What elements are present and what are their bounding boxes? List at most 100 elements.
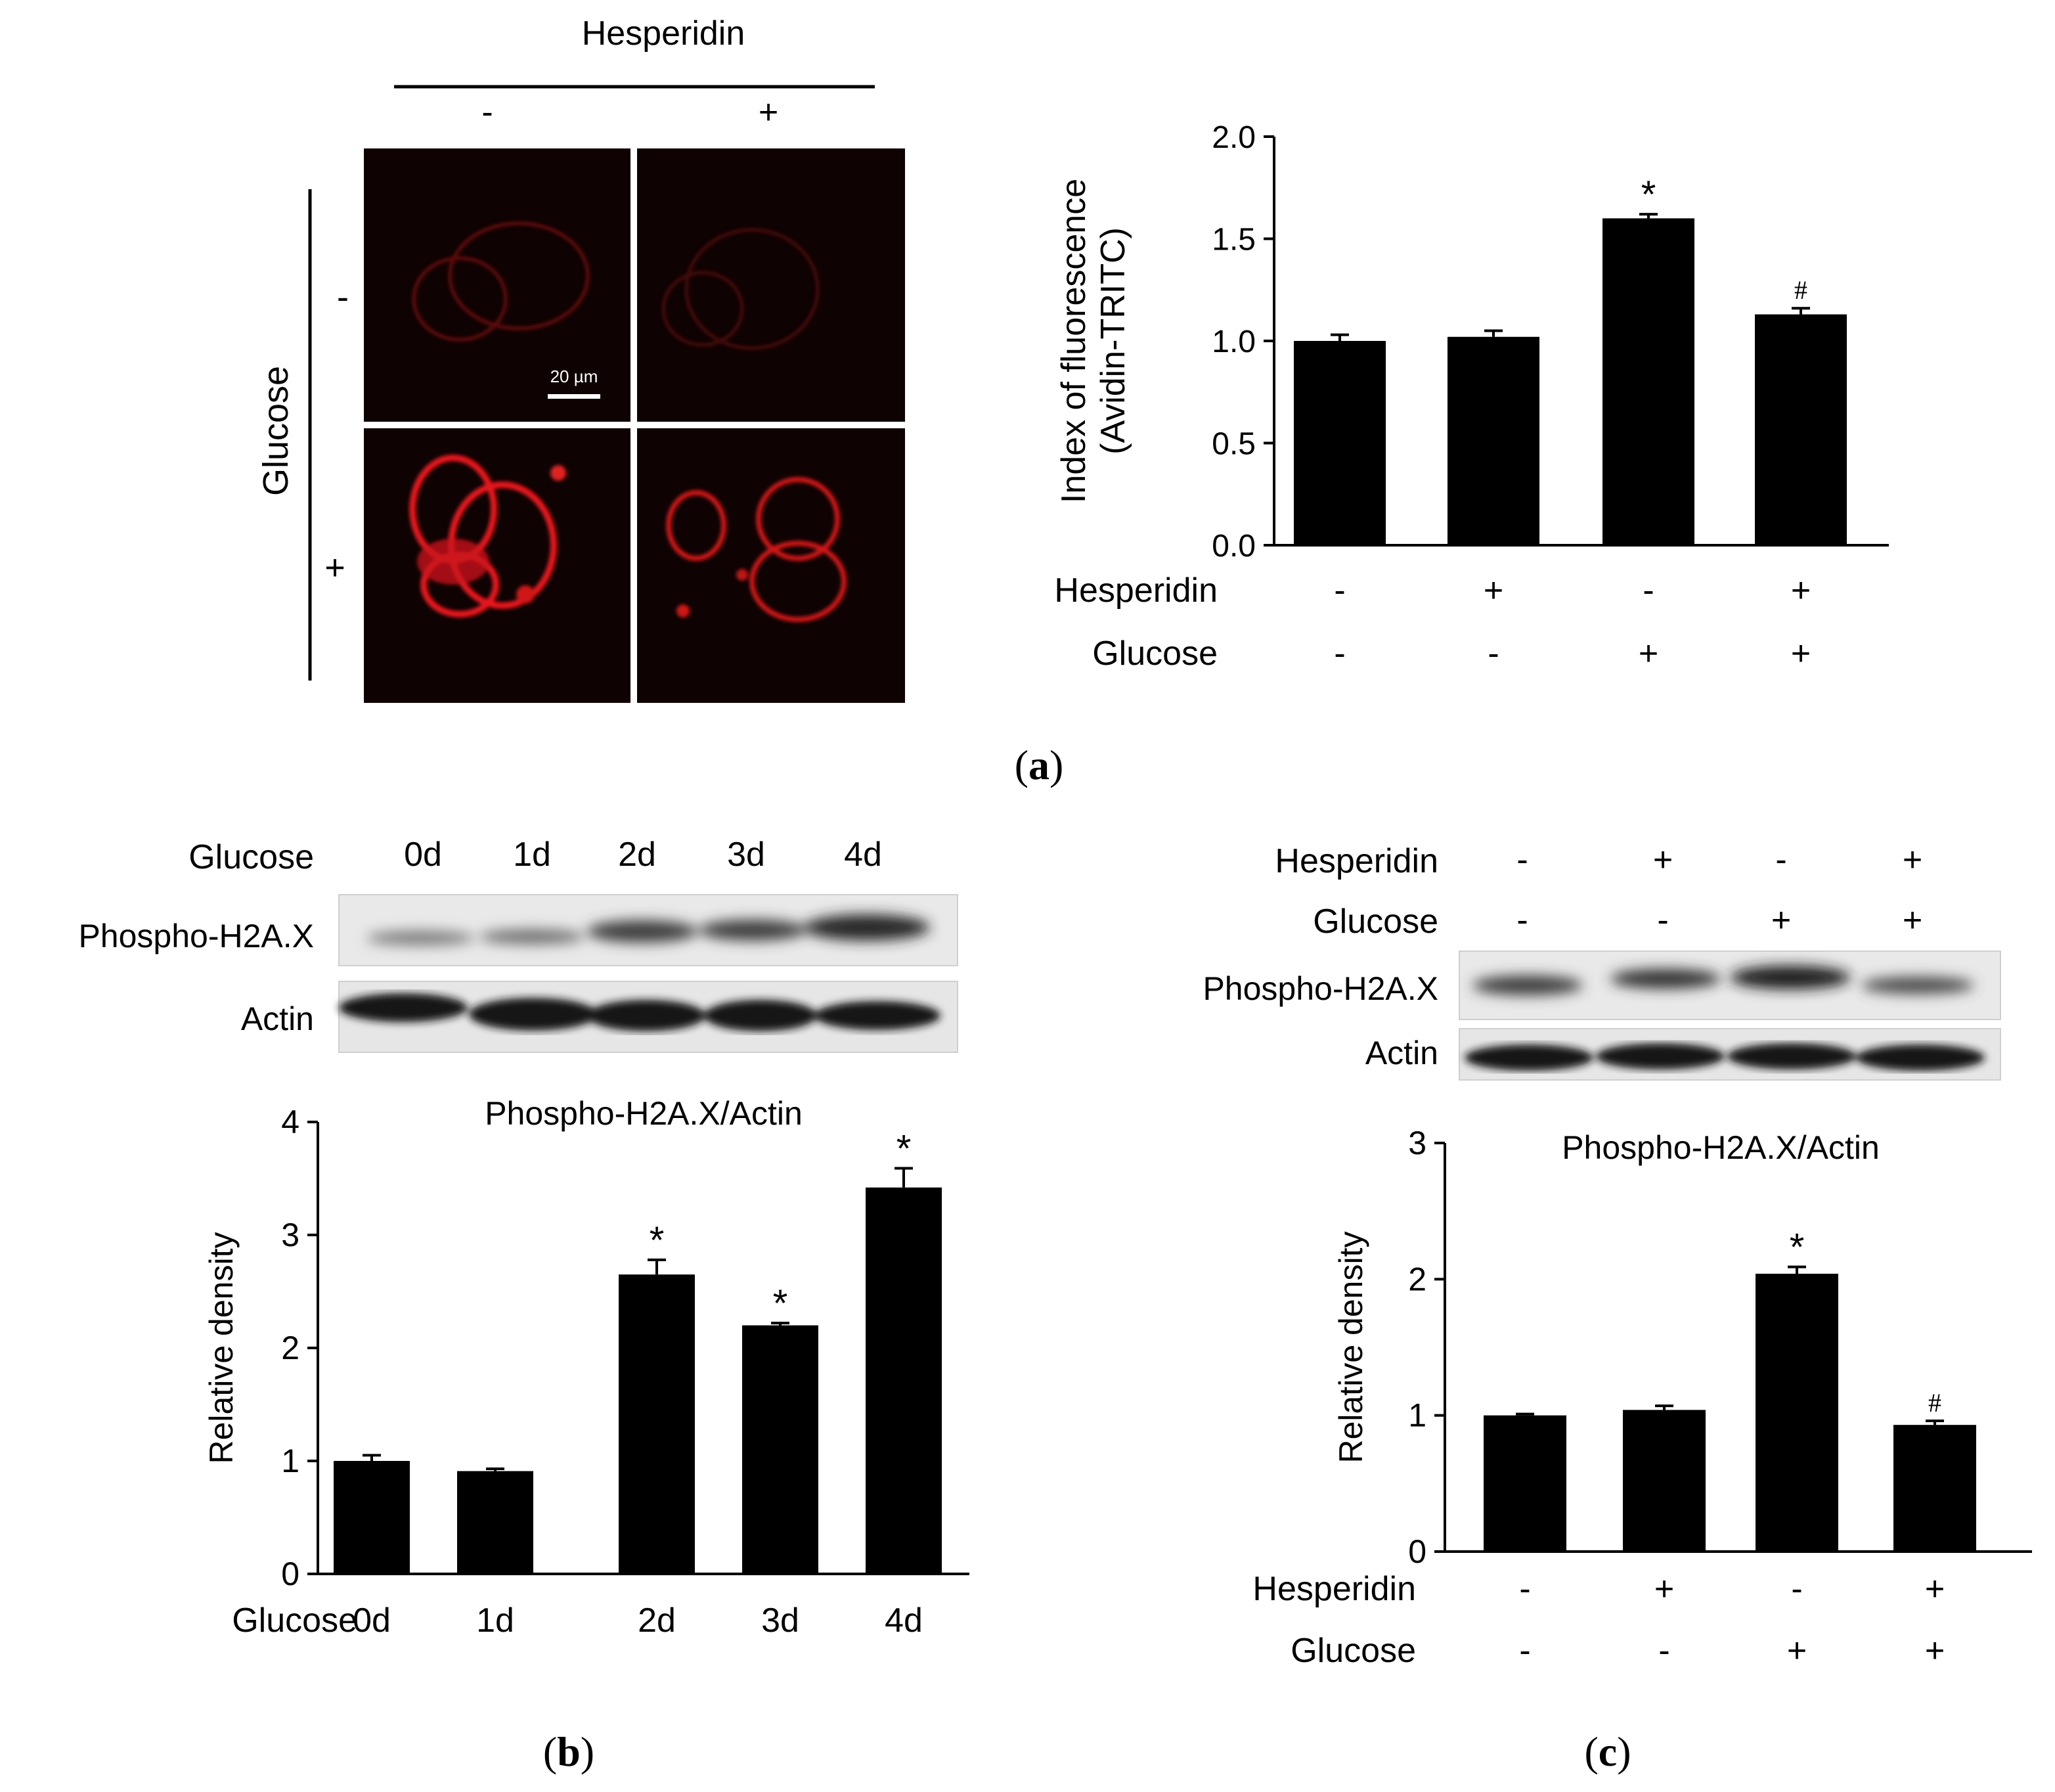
x-tick-label: 3d — [761, 1602, 799, 1640]
micro-top-label: Hesperidin — [582, 14, 745, 53]
significance-mark: * — [1641, 173, 1656, 216]
bar — [1294, 341, 1386, 545]
blot-b-header: Glucose — [188, 838, 314, 876]
factor2-label: Glucose — [1092, 635, 1218, 673]
blot-c-hes-sign-2: + — [1653, 841, 1673, 879]
micro-col-sign-2: + — [759, 93, 778, 131]
factor1-sign: - — [1334, 571, 1345, 610]
blot-c-hes-sign-4: + — [1903, 841, 1922, 879]
x-axis-title: Glucose — [232, 1602, 357, 1640]
chart-title: Phospho-H2A.X/Actin — [485, 1095, 803, 1132]
blot-b-day-1: 0d — [404, 836, 442, 874]
y-tick-label: 3 — [1408, 1125, 1426, 1161]
micro-row-sign-1: - — [337, 277, 349, 317]
blot-b-row-1: Phospho-H2A.X — [78, 918, 314, 954]
factor1-sign: + — [1654, 1570, 1674, 1608]
blot-c-hesperidin-label: Hesperidin — [1275, 842, 1438, 880]
bar — [1755, 314, 1847, 545]
y-tick-label: 3 — [281, 1217, 299, 1253]
bar — [334, 1461, 410, 1574]
factor1-sign: - — [1791, 1570, 1802, 1608]
factor2-label: Glucose — [1291, 1632, 1416, 1670]
chart-title: Phospho-H2A.X/Actin — [1562, 1129, 1880, 1166]
panel-c-blot: Hesperidin Glucose - + - + - - + + Phosp… — [1203, 841, 2001, 1081]
y-axis-label-line1: Index of fluorescence — [1055, 179, 1093, 503]
factor1-label: Hesperidin — [1054, 571, 1218, 610]
blot-b-day-5: 4d — [844, 836, 882, 874]
bar — [1893, 1425, 1976, 1552]
y-tick-label: 1 — [281, 1443, 299, 1479]
factor2-sign: + — [1639, 635, 1658, 673]
x-tick-label: 4d — [885, 1602, 923, 1640]
y-tick-label: 0.0 — [1212, 529, 1256, 564]
y-tick-label: 0 — [1408, 1533, 1426, 1570]
panel-a-micrographs: Hesperidin - + Glucose - + — [256, 14, 905, 703]
factor2-sign: - — [1334, 635, 1345, 673]
significance-mark: # — [1794, 275, 1807, 305]
y-tick-label: 2.0 — [1212, 120, 1256, 155]
scale-bar-label: 20 µm — [550, 367, 598, 386]
blot-c-hes-sign-3: - — [1775, 841, 1786, 879]
y-tick-label: 1.5 — [1212, 223, 1256, 258]
bar — [1484, 1415, 1566, 1552]
y-tick-label: 1.0 — [1212, 325, 1256, 359]
bar — [1623, 1410, 1706, 1552]
panel-b-blot: Glucose 0d 1d 2d 3d 4d Phospho-H2A.X Act… — [78, 836, 958, 1053]
bar — [619, 1274, 695, 1574]
blot-c-glu-sign-4: + — [1903, 901, 1922, 939]
blot-c-glu-sign-1: - — [1516, 901, 1528, 939]
blot-c-row-1: Phospho-H2A.X — [1203, 970, 1438, 1007]
y-axis-label-line2: (Avidin-TRITC) — [1094, 227, 1132, 455]
bar — [457, 1471, 533, 1574]
caption-a: a — [1028, 742, 1050, 788]
blot-c-glu-sign-3: + — [1771, 901, 1791, 939]
significance-mark: # — [1928, 1388, 1941, 1418]
bar — [1447, 336, 1539, 545]
micrograph-glucose-hesperidin — [637, 428, 905, 703]
x-tick-label: 2d — [638, 1602, 676, 1640]
factor1-label: Hesperidin — [1252, 1570, 1416, 1608]
y-tick-label: 1 — [1408, 1397, 1426, 1434]
chart-a: 0.0 0.5 1.0 1.5 2.0 Index of fluorescence (Avi… — [1054, 120, 1889, 673]
blot-b-bands — [366, 914, 930, 945]
x-tick-label: 1d — [476, 1602, 514, 1640]
blot-c-hes-sign-1: - — [1516, 841, 1528, 879]
blot-c-glucose-label: Glucose — [1313, 903, 1438, 941]
bar — [866, 1187, 942, 1574]
scale-bar — [548, 394, 600, 399]
chart-b: 0 1 2 3 4 Relative density Phospho-H2A.X/Actin… — [203, 1095, 969, 1640]
blot-c-row-2: Actin — [1365, 1035, 1438, 1071]
blot-b-day-2: 1d — [513, 836, 551, 874]
y-axis-label: Relative density — [203, 1232, 240, 1464]
bar — [1756, 1274, 1838, 1552]
x-tick-label: 0d — [353, 1602, 391, 1640]
blot-b-row-2: Actin — [241, 1000, 314, 1037]
factor1-sign: + — [1484, 571, 1503, 610]
micro-row-sign-2: + — [324, 548, 345, 587]
significance-mark: * — [1790, 1226, 1805, 1269]
chart-c: 0 1 2 3 Relative density Phospho-H2A.X/Actin *… — [1252, 1125, 2032, 1670]
y-tick-label: 4 — [281, 1104, 299, 1140]
blot-b-day-3: 2d — [618, 836, 656, 874]
significance-mark: * — [896, 1128, 912, 1171]
caption-b: b — [557, 1728, 581, 1775]
factor1-sign: + — [1791, 571, 1811, 610]
y-tick-label: 0.5 — [1212, 427, 1256, 462]
factor2-sign: - — [1658, 1632, 1669, 1670]
micrograph-hesperidin — [637, 148, 905, 422]
factor2-sign: - — [1519, 1632, 1530, 1670]
factor1-sign: - — [1519, 1570, 1530, 1608]
bar — [742, 1325, 818, 1574]
blot-b-day-4: 3d — [727, 836, 765, 874]
factor2-sign: + — [1791, 635, 1811, 673]
factor2-sign: - — [1488, 635, 1499, 673]
caption-c: c — [1599, 1728, 1617, 1775]
blot-c-bands — [1472, 966, 1974, 995]
blot-c-glu-sign-2: - — [1657, 901, 1668, 939]
factor2-sign: + — [1925, 1632, 1945, 1670]
caption-c-group: (c) — [1584, 1728, 1631, 1775]
factor1-sign: + — [1925, 1570, 1945, 1608]
micro-col-sign-1: - — [481, 93, 493, 131]
y-tick-label: 2 — [281, 1330, 299, 1366]
